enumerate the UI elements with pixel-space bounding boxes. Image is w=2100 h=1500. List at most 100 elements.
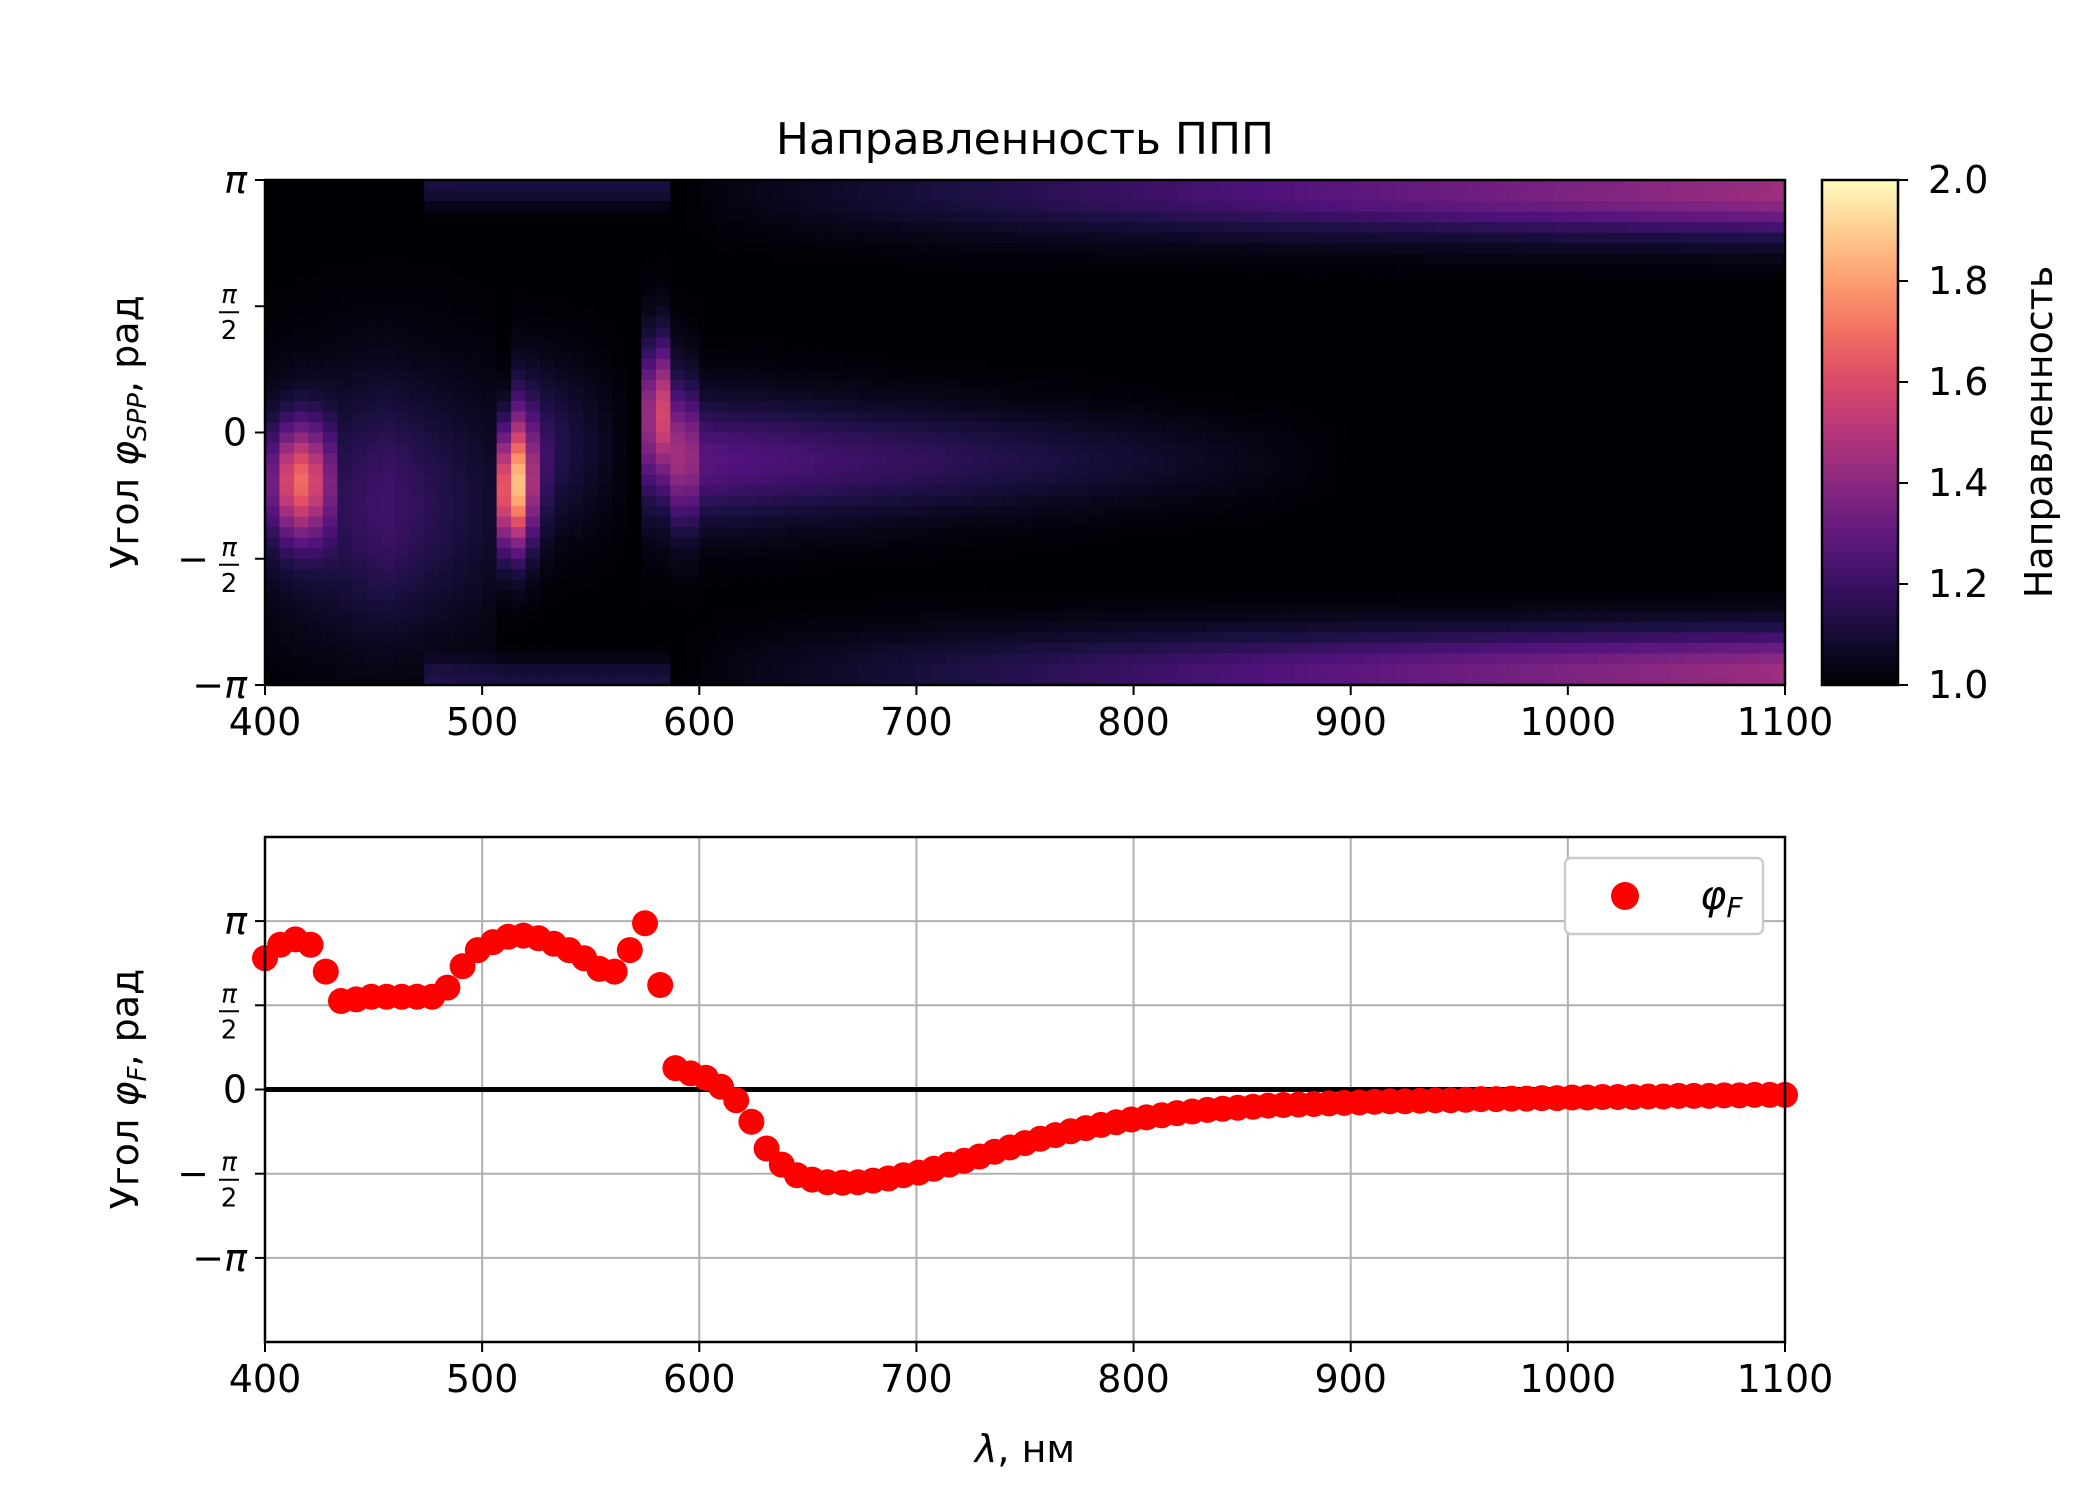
- heatmap-cell: [1220, 443, 1236, 455]
- heatmap-cell: [1698, 337, 1714, 349]
- heatmap-cell: [829, 390, 845, 402]
- heatmap-cell: [1191, 274, 1207, 286]
- heatmap-cell: [974, 348, 990, 360]
- heatmap-cell: [771, 485, 787, 497]
- heatmap-cell: [1104, 663, 1120, 676]
- heatmap-cell: [1090, 527, 1106, 539]
- heatmap-cell: [1003, 485, 1019, 497]
- heatmap-cell: [1061, 590, 1077, 602]
- heatmap-cell: [1437, 632, 1453, 644]
- heatmap-cell: [1596, 400, 1612, 413]
- heatmap-cell: [815, 201, 831, 213]
- heatmap-cell: [930, 590, 946, 602]
- heatmap-cell: [626, 621, 642, 633]
- heatmap-cell: [829, 464, 845, 476]
- heatmap-cell: [612, 548, 628, 560]
- heatmap-cell: [1090, 369, 1106, 381]
- heatmap-cell: [1408, 590, 1424, 602]
- heatmap-cell: [959, 379, 975, 392]
- heatmap-cell: [699, 390, 715, 402]
- heatmap-cell: [1567, 516, 1583, 528]
- heatmap-cell: [279, 558, 295, 570]
- heatmap-cell: [1524, 421, 1540, 434]
- heatmap-cell: [901, 222, 918, 234]
- heatmap-cell: [409, 432, 425, 444]
- heatmap-cell: [988, 327, 1004, 339]
- heatmap-cell: [945, 558, 961, 570]
- heatmap-cell: [279, 453, 295, 465]
- heatmap-cell: [337, 632, 353, 644]
- heatmap-cell: [279, 474, 295, 486]
- heatmap-cell: [1394, 579, 1410, 591]
- heatmap-cell: [1553, 274, 1569, 286]
- heatmap-cell: [1452, 485, 1468, 497]
- heatmap-cell: [1669, 600, 1685, 612]
- heatmap-cell: [1263, 253, 1279, 265]
- heatmap-cell: [1553, 579, 1569, 591]
- heatmap-cell: [1075, 253, 1091, 265]
- heatmap-cell: [1640, 327, 1656, 339]
- heatmap-cell: [1611, 190, 1627, 202]
- heatmap-cell: [800, 527, 816, 539]
- heatmap-cell: [1379, 464, 1395, 476]
- heatmap-cell: [1712, 537, 1728, 549]
- heatmap-cell: [511, 485, 527, 497]
- heatmap-cell: [1408, 537, 1424, 549]
- heatmap-cell: [1452, 253, 1468, 265]
- heatmap-cell: [1003, 421, 1019, 434]
- heatmap-cell: [1191, 400, 1207, 413]
- heatmap-cell: [366, 600, 382, 612]
- heatmap-cell: [728, 611, 744, 623]
- heatmap-cell: [1263, 232, 1279, 244]
- heatmap-cell: [1234, 663, 1250, 676]
- heatmap-cell: [1234, 590, 1250, 602]
- heatmap-cell: [786, 474, 802, 486]
- heatmap-cell: [351, 443, 367, 455]
- heatmap-cell: [511, 569, 527, 581]
- heatmap-cell: [1278, 285, 1294, 297]
- heatmap-cell: [467, 464, 483, 476]
- heatmap-cell: [1278, 611, 1294, 623]
- heatmap-cell: [1698, 316, 1714, 328]
- heatmap-cell: [1075, 590, 1091, 602]
- heatmap-cell: [1683, 663, 1699, 676]
- heatmap-cell: [597, 327, 614, 339]
- heatmap-cell: [308, 264, 324, 276]
- heatmap-cell: [1046, 348, 1062, 360]
- heatmap-cell: [1698, 453, 1714, 465]
- heatmap-cell: [1148, 295, 1164, 307]
- heatmap-cell: [1336, 621, 1352, 633]
- heatmap-cell: [1596, 369, 1612, 381]
- heatmap-cell: [626, 495, 642, 507]
- heatmap-cell: [337, 432, 353, 444]
- heatmap-cell: [1177, 222, 1193, 234]
- heatmap-cell: [1350, 190, 1366, 202]
- heatmap-cell: [858, 180, 874, 192]
- heatmap-cell: [728, 421, 744, 434]
- heatmap-cell: [988, 674, 1004, 686]
- heatmap-cell: [786, 400, 802, 413]
- heatmap-cell: [1538, 600, 1554, 612]
- heatmap-cell: [1046, 621, 1062, 633]
- heatmap-cell: [670, 274, 686, 286]
- heatmap-cell: [1263, 274, 1279, 286]
- heatmap-cell: [626, 474, 642, 486]
- heatmap-cell: [771, 222, 787, 234]
- heatmap-cell: [974, 232, 990, 244]
- heatmap-cell: [1307, 527, 1323, 539]
- heatmap-cell: [1017, 379, 1033, 392]
- heatmap-cell: [1669, 464, 1685, 476]
- heatmap-cell: [1423, 621, 1439, 633]
- heatmap-cell: [1408, 274, 1424, 286]
- heatmap-cell: [1654, 274, 1670, 286]
- heatmap-cell: [800, 358, 816, 370]
- heatmap-cell: [612, 306, 628, 318]
- heatmap-cell: [1553, 400, 1569, 413]
- heatmap-cell: [1350, 264, 1366, 276]
- heatmap-cell: [974, 579, 990, 591]
- heatmap-cell: [1538, 264, 1554, 276]
- heatmap-cell: [1234, 527, 1250, 539]
- heatmap-cell: [1553, 558, 1569, 570]
- heatmap-cell: [988, 453, 1004, 465]
- heatmap-cell: [467, 274, 483, 286]
